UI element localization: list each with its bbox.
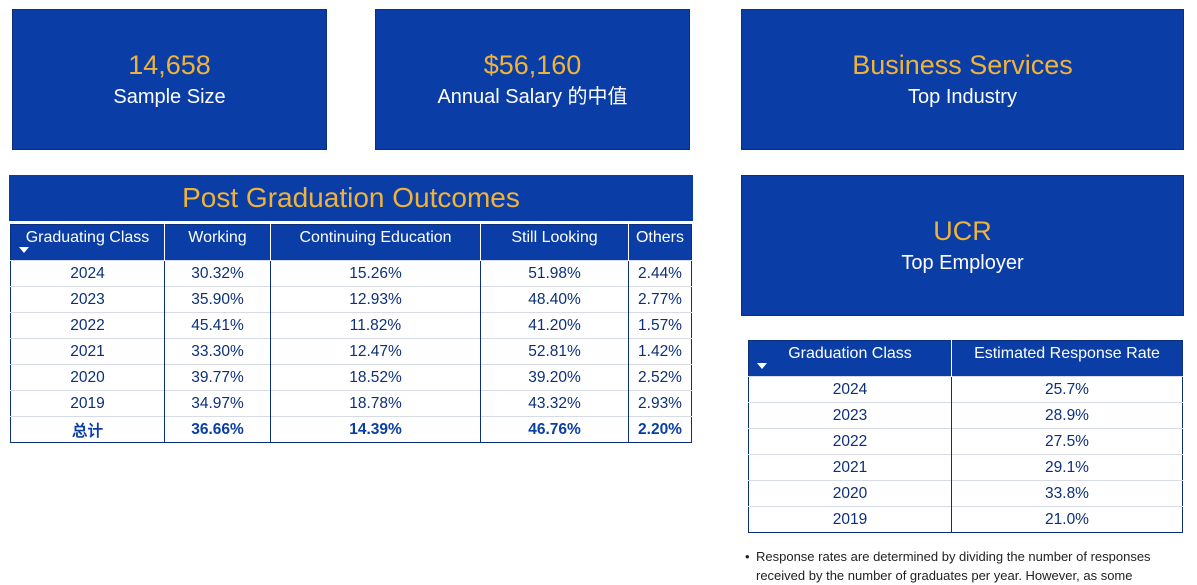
- class-cell: 2023: [748, 402, 952, 429]
- looking-cell: 41.20%: [480, 312, 629, 339]
- continuing-cell: 11.82%: [270, 312, 481, 339]
- rate-cell: 29.1%: [951, 454, 1183, 481]
- looking-cell: 48.40%: [480, 286, 629, 313]
- sample-size-label: Sample Size: [113, 86, 226, 109]
- working-cell: 35.90%: [164, 286, 271, 313]
- others-cell: 1.42%: [628, 338, 692, 365]
- table-row: 2024 30.32% 15.26% 51.98% 2.44%: [10, 260, 692, 287]
- others-cell: 1.57%: [628, 312, 692, 339]
- class-cell: 2020: [748, 480, 952, 507]
- response-rate-table: Graduation Class Estimated Response Rate…: [748, 340, 1183, 533]
- working-cell: 34.97%: [164, 390, 271, 417]
- class-cell: 2022: [748, 428, 952, 455]
- table-row: 2021 33.30% 12.47% 52.81% 1.42%: [10, 338, 692, 365]
- header-graduating-class[interactable]: Graduating Class: [10, 224, 165, 261]
- class-cell: 2019: [10, 390, 165, 417]
- sort-down-icon[interactable]: [19, 247, 29, 253]
- top-industry-label: Top Industry: [908, 86, 1017, 109]
- header-response-rate[interactable]: Estimated Response Rate: [951, 340, 1183, 377]
- top-employer-value: UCR: [933, 215, 992, 246]
- continuing-cell: 12.47%: [270, 338, 481, 365]
- total-looking-cell: 46.76%: [480, 416, 629, 443]
- table-row: 2019 21.0%: [748, 506, 1183, 533]
- class-cell: 2020: [10, 364, 165, 391]
- table-row: 2020 33.8%: [748, 480, 1183, 507]
- salary-label: Annual Salary 的中值: [437, 86, 628, 109]
- table-row: 2022 27.5%: [748, 428, 1183, 455]
- class-cell: 2019: [748, 506, 952, 533]
- top-industry-value: Business Services: [852, 49, 1073, 80]
- salary-value: $56,160: [483, 49, 582, 80]
- rate-cell: 21.0%: [951, 506, 1183, 533]
- header-still-looking[interactable]: Still Looking: [480, 224, 629, 261]
- top-employer-card: UCR Top Employer: [741, 175, 1184, 316]
- looking-cell: 43.32%: [480, 390, 629, 417]
- table-row: 2020 39.77% 18.52% 39.20% 2.52%: [10, 364, 692, 391]
- looking-cell: 52.81%: [480, 338, 629, 365]
- rate-cell: 27.5%: [951, 428, 1183, 455]
- working-cell: 33.30%: [164, 338, 271, 365]
- class-cell: 2021: [10, 338, 165, 365]
- looking-cell: 51.98%: [480, 260, 629, 287]
- working-cell: 30.32%: [164, 260, 271, 287]
- note-bullet: •: [745, 549, 750, 564]
- class-cell: 2021: [748, 454, 952, 481]
- outcomes-table: Graduating Class Working Continuing Educ…: [10, 224, 692, 443]
- continuing-cell: 12.93%: [270, 286, 481, 313]
- working-cell: 39.77%: [164, 364, 271, 391]
- table-row: 2019 34.97% 18.78% 43.32% 2.93%: [10, 390, 692, 417]
- top-employer-label: Top Employer: [901, 252, 1024, 275]
- header-others[interactable]: Others: [628, 224, 692, 261]
- top-industry-card: Business Services Top Industry: [741, 9, 1184, 150]
- total-working-cell: 36.66%: [164, 416, 271, 443]
- others-cell: 2.44%: [628, 260, 692, 287]
- sample-size-card: 14,658 Sample Size: [12, 9, 327, 150]
- total-row: 总计 36.66% 14.39% 46.76% 2.20%: [10, 416, 692, 443]
- response-rate-note: • Response rates are determined by divid…: [745, 547, 1195, 585]
- rate-cell: 28.9%: [951, 402, 1183, 429]
- looking-cell: 39.20%: [480, 364, 629, 391]
- rate-cell: 25.7%: [951, 376, 1183, 403]
- table-row: 2021 29.1%: [748, 454, 1183, 481]
- others-cell: 2.93%: [628, 390, 692, 417]
- class-cell: 2024: [10, 260, 165, 287]
- table-row: 2024 25.7%: [748, 376, 1183, 403]
- note-text: Response rates are determined by dividin…: [756, 549, 1151, 583]
- continuing-cell: 15.26%: [270, 260, 481, 287]
- total-continuing-cell: 14.39%: [270, 416, 481, 443]
- class-cell: 2024: [748, 376, 952, 403]
- others-cell: 2.52%: [628, 364, 692, 391]
- outcomes-title: Post Graduation Outcomes: [9, 175, 693, 221]
- header-working[interactable]: Working: [164, 224, 271, 261]
- class-cell: 2023: [10, 286, 165, 313]
- class-cell: 2022: [10, 312, 165, 339]
- header-continuing-education[interactable]: Continuing Education: [270, 224, 481, 261]
- total-others-cell: 2.20%: [628, 416, 692, 443]
- rate-cell: 33.8%: [951, 480, 1183, 507]
- sort-down-icon[interactable]: [757, 363, 767, 369]
- working-cell: 45.41%: [164, 312, 271, 339]
- continuing-cell: 18.52%: [270, 364, 481, 391]
- salary-card: $56,160 Annual Salary 的中值: [375, 9, 690, 150]
- header-graduation-class[interactable]: Graduation Class: [748, 340, 952, 377]
- total-label-cell: 总计: [10, 416, 165, 443]
- table-row: 2022 45.41% 11.82% 41.20% 1.57%: [10, 312, 692, 339]
- others-cell: 2.77%: [628, 286, 692, 313]
- sample-size-value: 14,658: [128, 49, 211, 80]
- table-row: 2023 28.9%: [748, 402, 1183, 429]
- continuing-cell: 18.78%: [270, 390, 481, 417]
- table-row: 2023 35.90% 12.93% 48.40% 2.77%: [10, 286, 692, 313]
